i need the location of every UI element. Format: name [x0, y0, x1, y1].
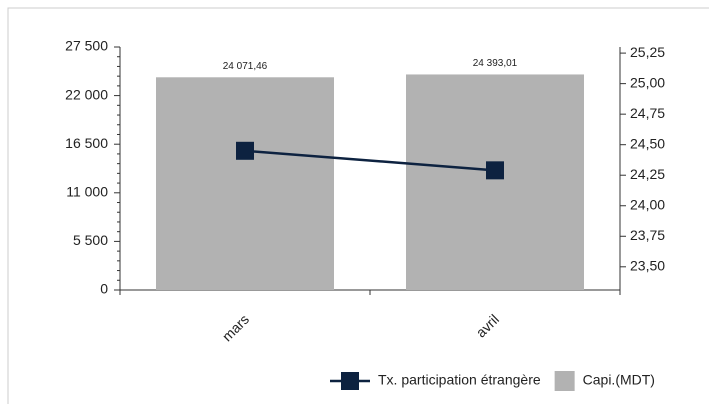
value-label: 24 071,46 — [223, 61, 268, 72]
y2-tick-label: 24,00 — [630, 196, 665, 212]
legend-swatch — [554, 371, 575, 391]
bar — [406, 74, 584, 290]
marker — [486, 161, 504, 180]
legend-swatch — [341, 372, 359, 390]
value-label: 24 393,01 — [473, 58, 518, 69]
legend-label: Capi.(MDT) — [583, 372, 655, 388]
line — [244, 149, 496, 172]
x-tick-label: mars — [219, 311, 252, 344]
y-tick-label: 11 000 — [66, 184, 108, 200]
y2-tick-label: 24,75 — [630, 105, 665, 121]
y-tick-label: 27 500 — [65, 38, 108, 54]
y2-tick-label: 24,25 — [630, 166, 665, 182]
y2-tick-label: 25,00 — [630, 74, 665, 90]
bar — [156, 77, 334, 290]
x-tick-label: avril — [473, 311, 502, 340]
y2-tick-label: 24,50 — [630, 135, 665, 151]
y2-tick-label: 25,25 — [630, 44, 665, 60]
y-tick-label: 5 500 — [73, 232, 108, 248]
legend-label: Tx. participation étrangère — [378, 372, 541, 388]
y-tick-label: 22 000 — [65, 86, 108, 102]
marker — [236, 141, 254, 160]
y-tick-label: 16 500 — [65, 135, 108, 151]
y2-tick-label: 23,50 — [630, 258, 665, 274]
y-tick-label: 0 — [100, 281, 108, 297]
y2-tick-label: 23,75 — [630, 227, 665, 243]
frame — [7, 7, 709, 404]
